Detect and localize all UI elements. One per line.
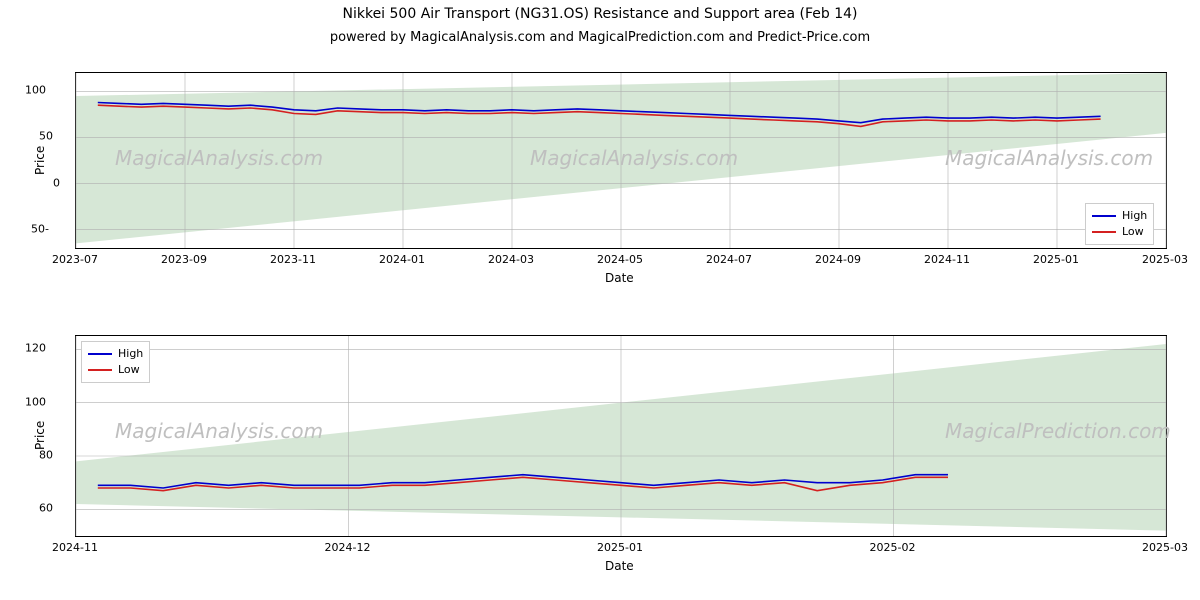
chart-title: Nikkei 500 Air Transport (NG31.OS) Resis… bbox=[0, 6, 1200, 22]
xtick: 2024-12 bbox=[325, 541, 371, 554]
top-panel bbox=[75, 72, 1167, 249]
xtick: 2023-09 bbox=[161, 253, 207, 266]
legend-item: High bbox=[88, 346, 143, 362]
xtick: 2024-11 bbox=[52, 541, 98, 554]
xtick: 2025-01 bbox=[597, 541, 643, 554]
legend-swatch bbox=[88, 369, 112, 371]
legend: HighLow bbox=[1085, 203, 1154, 245]
legend-item: Low bbox=[1092, 224, 1147, 240]
xtick: 2025-02 bbox=[870, 541, 916, 554]
legend-label: Low bbox=[1122, 224, 1144, 240]
ylabel: Price bbox=[33, 145, 47, 174]
xtick: 2025-03 bbox=[1142, 253, 1188, 266]
legend-item: High bbox=[1092, 208, 1147, 224]
legend-label: Low bbox=[118, 362, 140, 378]
xtick: 2024-11 bbox=[924, 253, 970, 266]
legend: HighLow bbox=[81, 341, 150, 383]
legend-label: High bbox=[118, 346, 143, 362]
xtick: 2024-01 bbox=[379, 253, 425, 266]
xtick: 2023-07 bbox=[52, 253, 98, 266]
xtick: 2024-05 bbox=[597, 253, 643, 266]
xtick: 2024-09 bbox=[815, 253, 861, 266]
xtick: 2024-03 bbox=[488, 253, 534, 266]
xtick: 2025-01 bbox=[1033, 253, 1079, 266]
xlabel: Date bbox=[605, 559, 634, 573]
legend-swatch bbox=[88, 353, 112, 355]
xtick: 2023-11 bbox=[270, 253, 316, 266]
bottom-panel bbox=[75, 335, 1167, 537]
xtick: 2024-07 bbox=[706, 253, 752, 266]
xtick: 2025-03 bbox=[1142, 541, 1188, 554]
ylabel: Price bbox=[33, 421, 47, 450]
legend-swatch bbox=[1092, 215, 1116, 217]
legend-label: High bbox=[1122, 208, 1147, 224]
legend-swatch bbox=[1092, 231, 1116, 233]
legend-item: Low bbox=[88, 362, 143, 378]
chart-subtitle: powered by MagicalAnalysis.com and Magic… bbox=[0, 30, 1200, 45]
xlabel: Date bbox=[605, 271, 634, 285]
